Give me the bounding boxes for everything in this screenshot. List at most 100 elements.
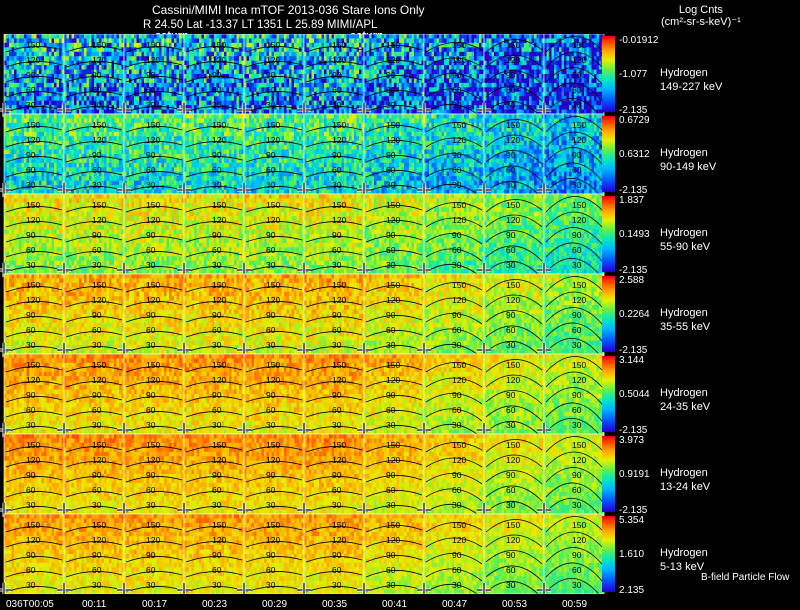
contour-label: 150 — [572, 280, 586, 290]
contour-label: 150 — [572, 360, 586, 370]
colorbar-mid-label: 0.5044 — [619, 390, 650, 400]
contour-label: 120 — [386, 535, 400, 545]
contour-label: 90 — [26, 230, 36, 240]
contour-label: 30 — [146, 580, 156, 590]
contour-label: 60 — [266, 245, 276, 255]
contour-label: 150 — [92, 200, 106, 210]
contour-label: 30 — [212, 260, 222, 270]
contour-label: 60 — [386, 85, 396, 95]
contour-label: 30 — [92, 260, 102, 270]
time-tick-label: 00:59 — [562, 599, 587, 610]
contour-label: 150 — [146, 280, 160, 290]
contour-label: 150 — [212, 280, 226, 290]
contour-label: 30 — [212, 500, 222, 510]
contour-label: 150 — [506, 120, 520, 130]
contour-label: 60 — [212, 485, 222, 495]
contour-label: 120 — [146, 135, 160, 145]
contour-label: 90 — [572, 230, 582, 240]
contour-label: 90 — [92, 390, 102, 400]
contour-label: 120 — [266, 375, 280, 385]
contour-label: 120 — [452, 135, 466, 145]
contour-label: 90 — [26, 550, 36, 560]
contour-label: 30 — [386, 580, 396, 590]
contour-label: 90 — [146, 470, 156, 480]
contour-label: 60 — [266, 165, 276, 175]
contour-label: 120 — [212, 375, 226, 385]
time-tick-label: 00:11 — [82, 599, 106, 610]
contour-label: 90 — [506, 310, 516, 320]
contour-label: 60 — [92, 165, 102, 175]
contour-label: 90 — [452, 550, 462, 560]
channel-energy: 90-149 keV — [660, 160, 716, 174]
contour-label: 30 — [332, 180, 342, 190]
contour-label: 90 — [332, 150, 342, 160]
contour-label: 60 — [386, 565, 396, 575]
contour-label: 90 — [332, 230, 342, 240]
channel-species: Hydrogen — [660, 226, 710, 240]
contour-label: 60 — [212, 245, 222, 255]
contour-label: 60 — [26, 485, 36, 495]
contour-label: 90 — [26, 70, 36, 80]
contour-label: 30 — [26, 500, 36, 510]
contour-label: 30 — [386, 260, 396, 270]
contour-label: 30 — [92, 100, 102, 110]
contour-label: 60 — [452, 165, 462, 175]
contour-label: 120 — [572, 135, 586, 145]
contour-label: 60 — [386, 245, 396, 255]
contour-label: 120 — [92, 55, 106, 65]
contour-label: 120 — [452, 215, 466, 225]
contour-label: 120 — [26, 215, 40, 225]
contour-label: 150 — [26, 120, 40, 130]
contour-label: 120 — [506, 375, 520, 385]
contour-label: 150 — [266, 440, 280, 450]
contour-label: 120 — [332, 295, 346, 305]
contour-label: 90 — [572, 550, 582, 560]
contour-label: 30 — [506, 100, 516, 110]
contour-label: 150 — [332, 40, 346, 50]
contour-label: 90 — [92, 150, 102, 160]
contour-label: 150 — [266, 200, 280, 210]
contour-label: 120 — [386, 135, 400, 145]
contour-label: 30 — [146, 180, 156, 190]
contour-label: 90 — [452, 390, 462, 400]
contour-label: 150 — [386, 440, 400, 450]
contour-label: 30 — [572, 100, 582, 110]
contour-label: 120 — [266, 535, 280, 545]
time-tick-label: 036T00:05 — [6, 599, 54, 610]
contour-label: 90 — [212, 230, 222, 240]
contour-label: 90 — [266, 150, 276, 160]
contour-label: 150 — [92, 440, 106, 450]
contour-label: 120 — [146, 535, 160, 545]
contour-label: 30 — [506, 420, 516, 430]
contour-label: 90 — [92, 70, 102, 80]
colorbar — [602, 356, 615, 432]
contour-label: 60 — [26, 245, 36, 255]
contour-label: 120 — [386, 295, 400, 305]
contour-label: 90 — [26, 390, 36, 400]
contour-label: 120 — [212, 135, 226, 145]
contour-label: 60 — [452, 405, 462, 415]
contour-label: 90 — [146, 70, 156, 80]
colorbar — [602, 436, 615, 512]
contour-label: 90 — [332, 390, 342, 400]
contour-label: 120 — [26, 375, 40, 385]
contour-label: 120 — [506, 535, 520, 545]
